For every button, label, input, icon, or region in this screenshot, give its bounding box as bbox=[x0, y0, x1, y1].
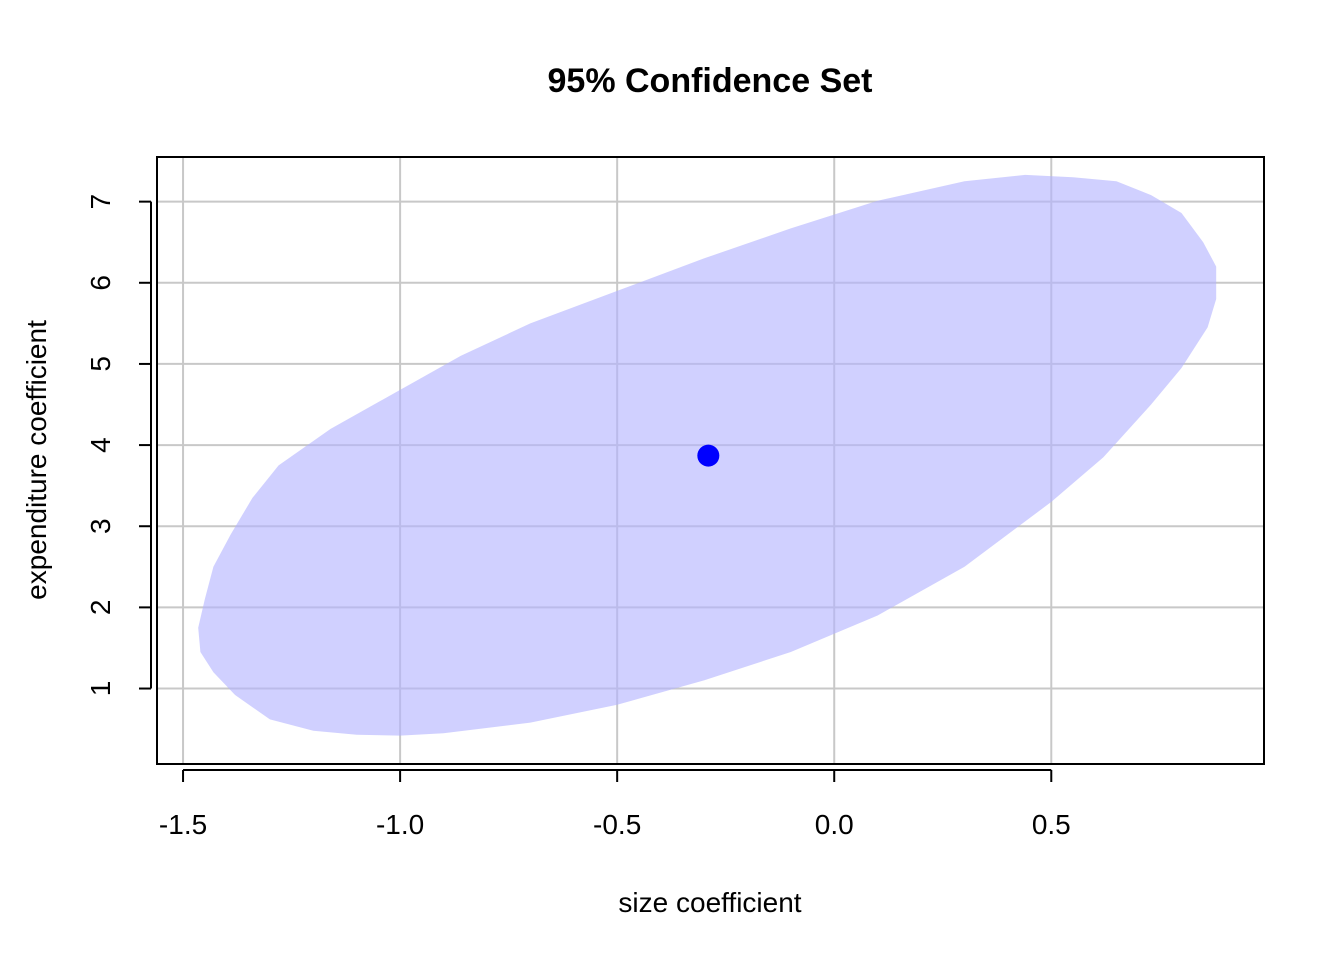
x-tick-label-0: -1.5 bbox=[159, 809, 207, 840]
y-tick-label-5: 6 bbox=[85, 275, 116, 291]
x-tick-label-2: -0.5 bbox=[593, 809, 641, 840]
y-axis: 1 2 3 4 5 6 7 bbox=[85, 194, 152, 697]
y-tick-label-1: 2 bbox=[85, 600, 116, 616]
y-tick-label-3: 4 bbox=[85, 437, 116, 453]
x-tick-label-3: 0.0 bbox=[815, 809, 854, 840]
point-layer bbox=[697, 444, 720, 467]
y-tick-label-6: 7 bbox=[85, 194, 116, 210]
plot-frame bbox=[156, 156, 1265, 765]
x-axis: -1.5 -1.0 -0.5 0.0 0.5 bbox=[159, 769, 1071, 840]
x-tick-label-1: -1.0 bbox=[376, 809, 424, 840]
y-tick-label-0: 1 bbox=[85, 681, 116, 697]
y-tick-label-4: 5 bbox=[85, 356, 116, 372]
x-tick-label-4: 0.5 bbox=[1032, 809, 1071, 840]
y-axis-label: expenditure coefficient bbox=[21, 320, 52, 600]
point-estimate-0 bbox=[697, 444, 720, 467]
x-axis-label: size coefficient bbox=[618, 887, 801, 918]
y-tick-label-2: 3 bbox=[85, 518, 116, 534]
chart-title: 95% Confidence Set bbox=[548, 62, 873, 100]
